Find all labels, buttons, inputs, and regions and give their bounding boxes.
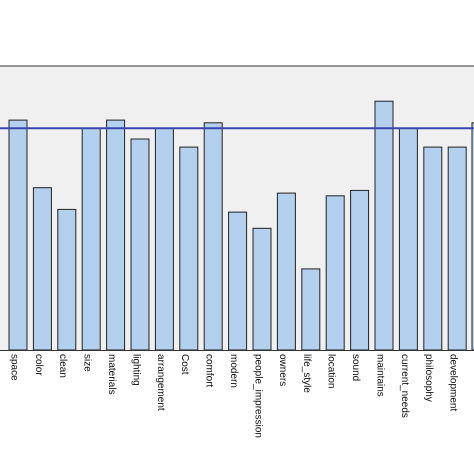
bar [252,227,272,351]
bar [276,192,296,351]
bar-partial [471,122,474,351]
bar [154,127,174,351]
bar [301,268,321,351]
bar [374,100,394,351]
bar [179,146,199,351]
x-tick-label: life_style [301,354,312,393]
x-tick-label: lighting [130,354,141,386]
bars-group [8,100,474,351]
bar [32,187,52,351]
bar [423,146,443,351]
x-tick-label: modern [228,354,239,388]
x-tick-label: location [326,354,337,388]
bar [203,122,223,351]
x-tick-label: space [8,354,19,381]
x-tick-label: maintains [374,354,385,397]
x-tick-label: philosophy [423,354,434,402]
bar [130,138,150,351]
x-tick-label: Cost [179,354,190,375]
x-tick-label: size [82,354,93,372]
x-tick-label: color [33,354,44,376]
x-tick-label: materials [106,354,117,395]
x-tick-label: clean [57,354,68,378]
bar [447,146,467,351]
bar [81,127,101,351]
bar [57,208,77,351]
x-tick-label: sound [350,354,361,381]
x-tick-label: current_needs [399,354,410,418]
bar [350,189,370,351]
x-tick-label: arrangement [155,354,166,411]
x-tick-label: comfort [204,354,215,388]
bar [325,195,345,351]
bar [8,119,28,351]
bar [228,211,248,351]
bar [398,127,418,351]
x-tick-label: people_impression [252,354,263,438]
x-tick-label: owners [277,354,288,386]
x-tick-label: development [448,354,459,411]
tick-labels-group: space color clean size materials lighting arra… [8,354,458,438]
bar [106,119,126,351]
